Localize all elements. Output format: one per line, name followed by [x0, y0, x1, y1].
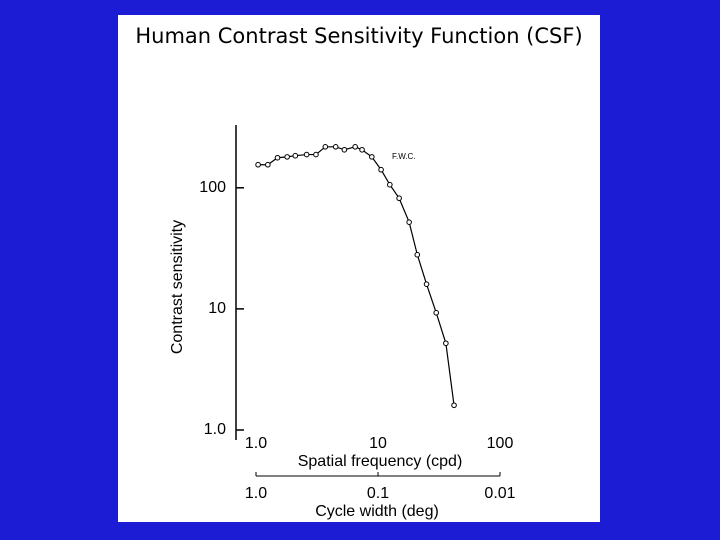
data-point	[284, 154, 290, 160]
chart-title: Human Contrast Sensitivity Function (CSF…	[135, 24, 582, 48]
x-tick-label: 1.0	[245, 435, 267, 452]
y-tick-label: 100	[199, 179, 226, 196]
data-point	[255, 161, 261, 168]
data-point	[332, 143, 339, 150]
data-point	[378, 166, 384, 173]
data-point	[292, 152, 299, 159]
data-point	[352, 143, 358, 150]
annotation: F.W.C.	[392, 152, 416, 161]
data-point	[303, 151, 310, 158]
x2-tick-label: 0.01	[484, 485, 515, 502]
y-tick-label: 10	[208, 300, 226, 317]
curve	[258, 146, 455, 406]
x-tick-label: 10	[369, 435, 387, 452]
data-point	[433, 309, 440, 316]
data-point	[359, 146, 365, 153]
data-point	[414, 251, 421, 258]
x2-tick-label: 0.1	[367, 485, 389, 502]
x-axis-label: Spatial frequency (cpd)	[298, 453, 463, 470]
panel	[118, 15, 600, 522]
y-axis-label: Contrast sensitivity	[169, 220, 186, 354]
y-tick-label: 1.0	[204, 421, 226, 438]
data-point	[396, 195, 402, 202]
data-point	[387, 181, 393, 188]
data-point	[406, 219, 412, 225]
x2-axis-label: Cycle width (deg)	[315, 503, 439, 520]
data-point	[369, 154, 375, 160]
data-point	[322, 143, 329, 150]
data-point	[313, 151, 319, 158]
data-point	[423, 281, 430, 287]
data-point	[265, 161, 271, 168]
x2-tick-label: 1.0	[245, 485, 267, 502]
data-point	[451, 402, 457, 409]
data-point	[443, 340, 449, 347]
x-tick-label: 100	[487, 435, 514, 452]
data-point	[274, 154, 281, 161]
data-point	[341, 146, 348, 153]
